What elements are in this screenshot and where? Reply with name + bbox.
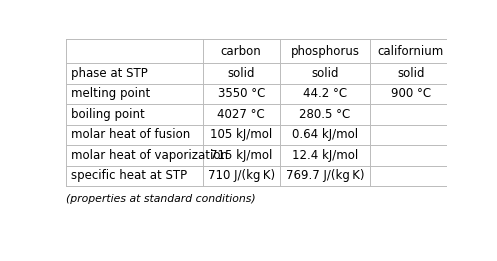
- Text: 4027 °C: 4027 °C: [217, 108, 265, 121]
- Text: 710 J/(kg K): 710 J/(kg K): [208, 169, 275, 182]
- Text: melting point: melting point: [71, 87, 150, 100]
- Bar: [66, 39, 451, 186]
- Text: 0.64 kJ/mol: 0.64 kJ/mol: [292, 128, 358, 141]
- Text: 44.2 °C: 44.2 °C: [303, 87, 347, 100]
- Text: 280.5 °C: 280.5 °C: [299, 108, 350, 121]
- Text: 105 kJ/mol: 105 kJ/mol: [210, 128, 272, 141]
- Text: phosphorus: phosphorus: [291, 45, 359, 58]
- Text: 3550 °C: 3550 °C: [218, 87, 265, 100]
- Text: solid: solid: [311, 67, 339, 80]
- Text: 900 °C: 900 °C: [391, 87, 431, 100]
- Text: molar heat of fusion: molar heat of fusion: [71, 128, 190, 141]
- Text: boiling point: boiling point: [71, 108, 144, 121]
- Text: solid: solid: [228, 67, 255, 80]
- Text: carbon: carbon: [221, 45, 261, 58]
- Text: specific heat at STP: specific heat at STP: [71, 169, 187, 182]
- Text: 715 kJ/mol: 715 kJ/mol: [210, 149, 272, 162]
- Text: 12.4 kJ/mol: 12.4 kJ/mol: [292, 149, 358, 162]
- Text: californium: californium: [378, 45, 444, 58]
- Text: 769.7 J/(kg K): 769.7 J/(kg K): [286, 169, 364, 182]
- Text: molar heat of vaporization: molar heat of vaporization: [71, 149, 228, 162]
- Text: (properties at standard conditions): (properties at standard conditions): [66, 194, 255, 204]
- Text: phase at STP: phase at STP: [71, 67, 147, 80]
- Text: solid: solid: [397, 67, 424, 80]
